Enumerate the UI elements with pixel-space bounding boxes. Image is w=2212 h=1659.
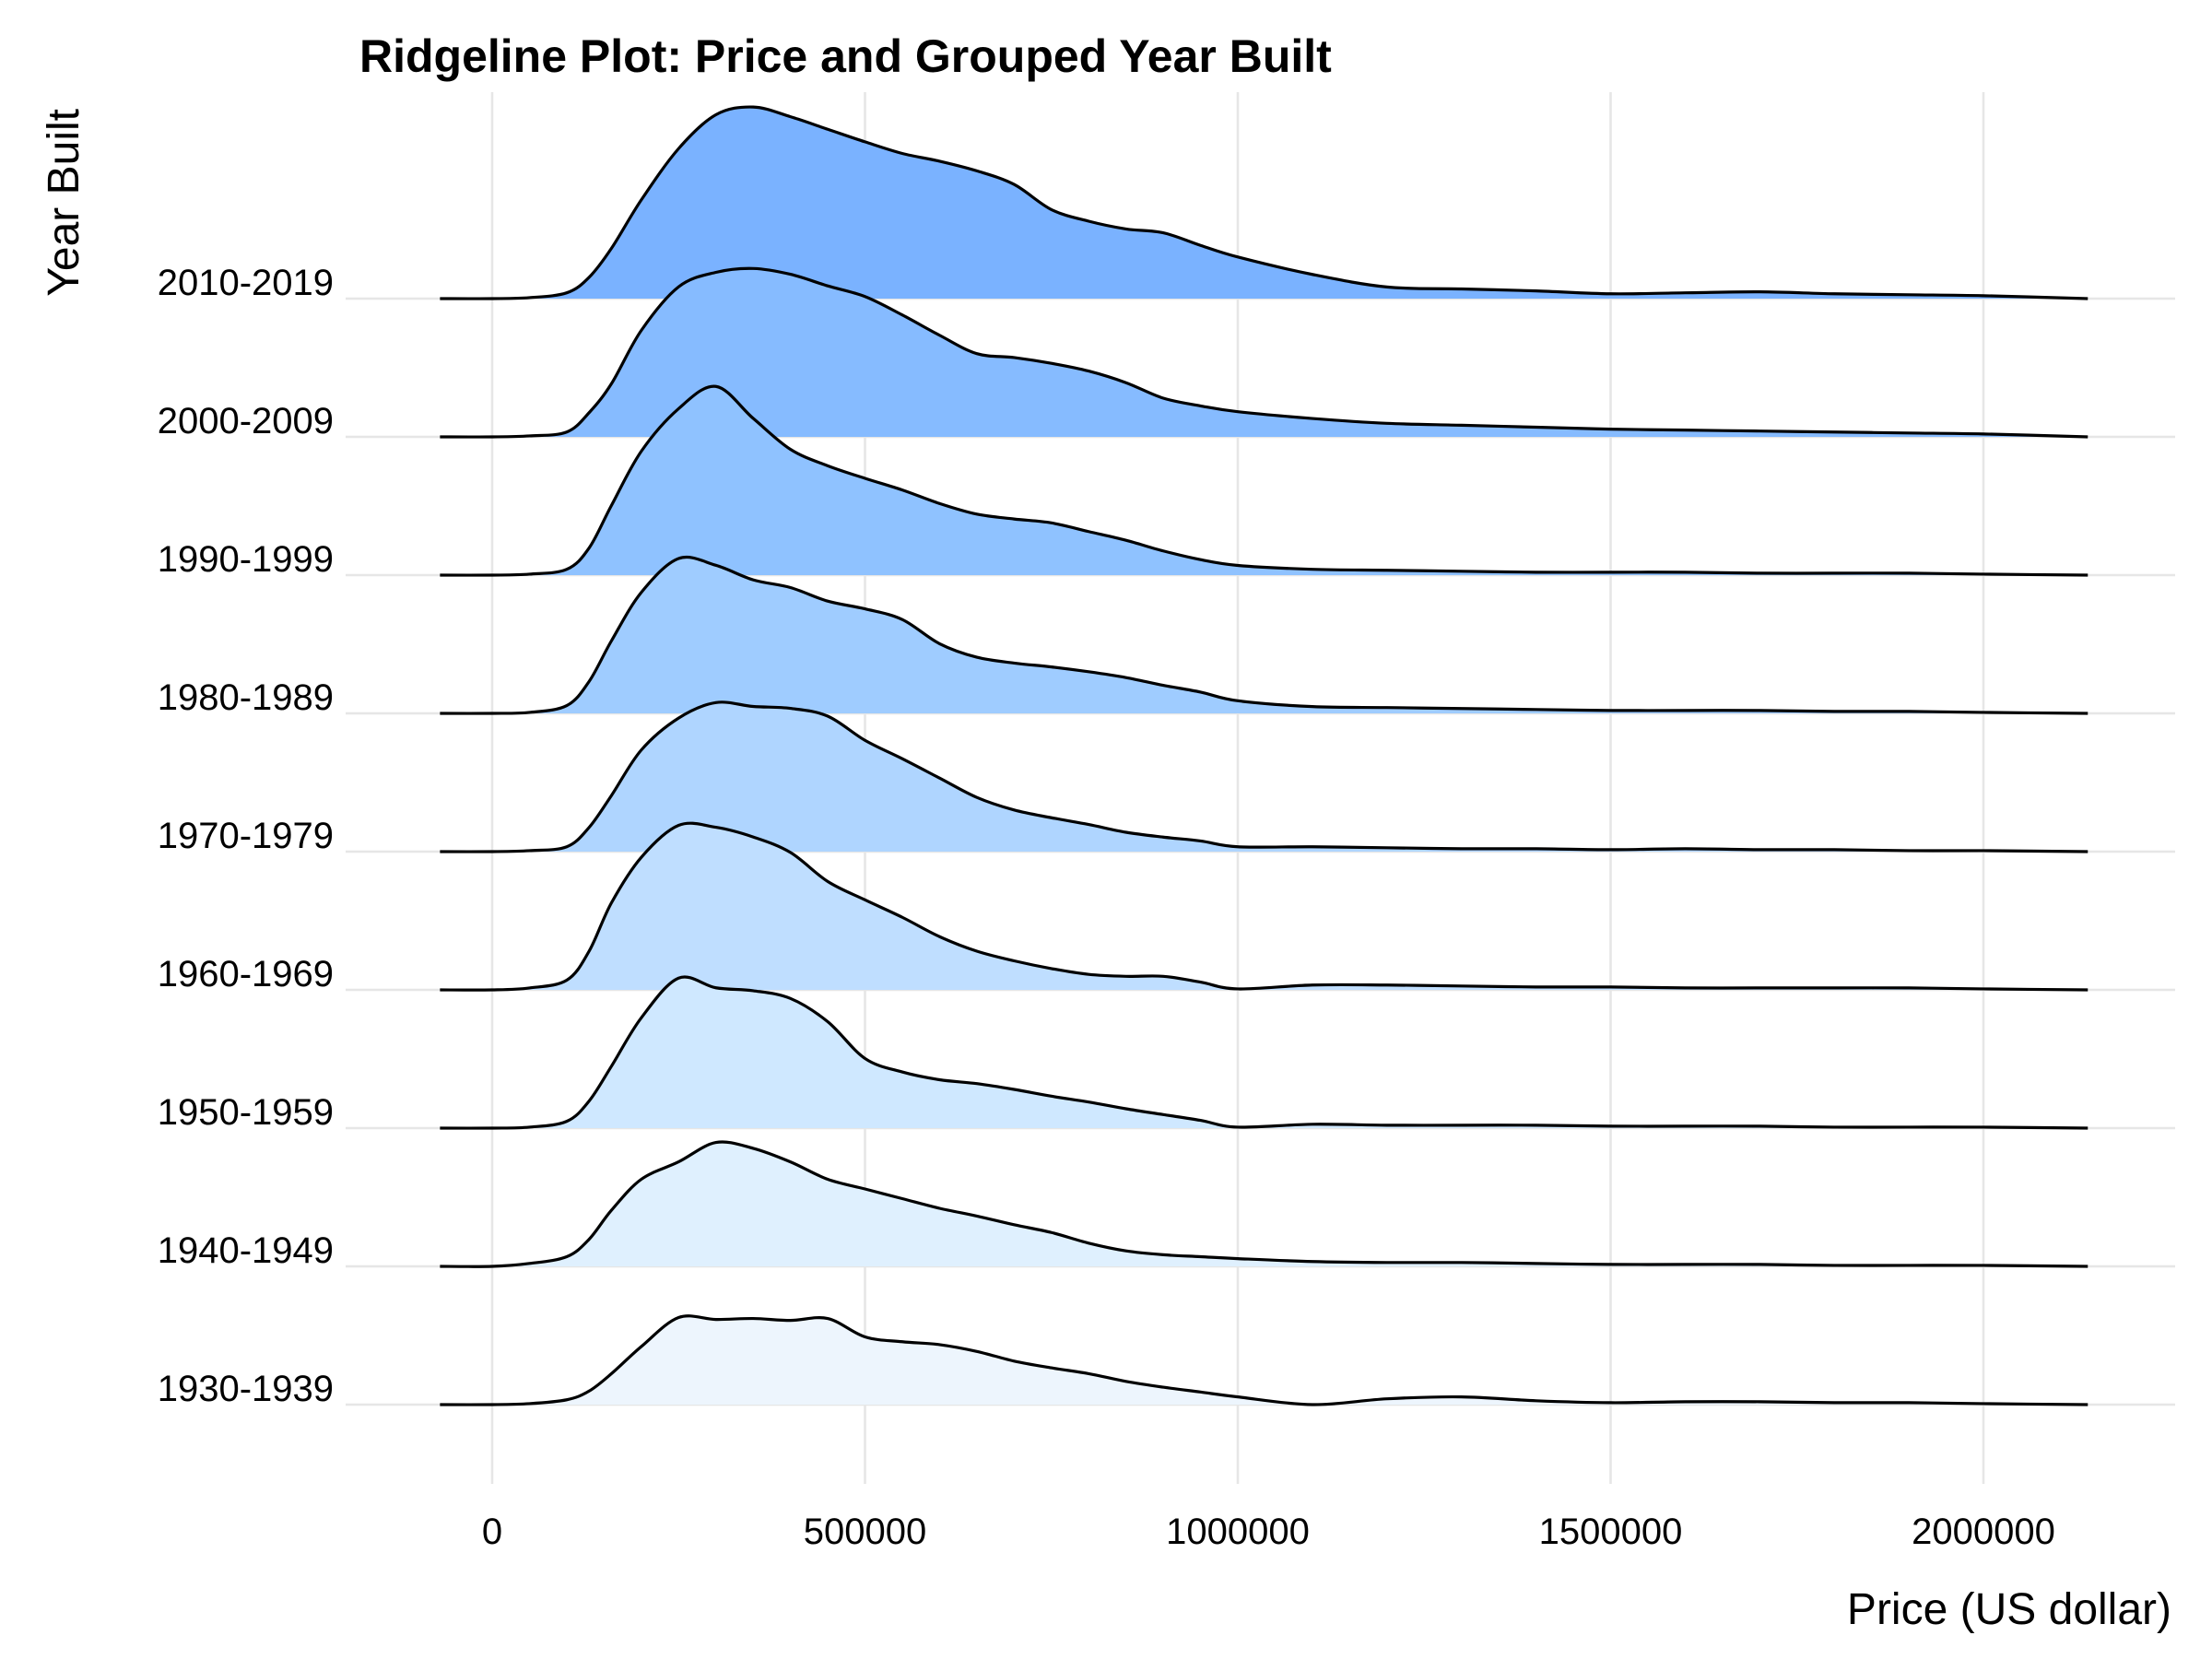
ridge-area-1930-1939 <box>440 1315 2088 1406</box>
ridge-line-1930-1939 <box>440 1314 2088 1406</box>
ridge-area-1940-1949 <box>440 1141 2088 1267</box>
ridge-area-2000-2009 <box>440 268 2088 438</box>
ridge-line-1960-1969 <box>440 821 2088 992</box>
ridge-1970-1979 <box>440 700 2088 853</box>
ridge-line-2000-2009 <box>440 266 2088 439</box>
x-tick-label: 1500000 <box>1539 1512 1683 1552</box>
x-tick-label: 1000000 <box>1166 1512 1310 1552</box>
ridge-area-1980-1989 <box>440 557 2088 714</box>
y-tick-label: 1960-1969 <box>158 954 334 994</box>
x-tick-label: 0 <box>482 1512 502 1552</box>
y-tick-label: 1930-1939 <box>158 1369 334 1409</box>
ridge-area-2010-2019 <box>440 107 2088 300</box>
y-tick-labels: 2010-2019 2000-2009 1990-1999 1980-1989 1970… <box>158 263 334 1409</box>
y-axis-title: Year Built <box>40 109 88 297</box>
y-tick-label: 1950-1959 <box>158 1092 334 1133</box>
y-tick-label: 1990-1999 <box>158 539 334 580</box>
x-tick-label: 2000000 <box>1912 1512 2055 1552</box>
ridge-1960-1969 <box>440 821 2088 992</box>
ridge-line-1970-1979 <box>440 700 2088 853</box>
ridges <box>440 105 2088 1406</box>
ridge-area-1950-1959 <box>440 976 2088 1129</box>
ridge-line-1950-1959 <box>440 975 2088 1130</box>
x-axis-title: Price (US dollar) <box>1847 1585 2171 1634</box>
ridge-line-1990-1999 <box>440 384 2088 577</box>
y-tick-label: 2010-2019 <box>158 263 334 303</box>
ridge-2000-2009 <box>440 266 2088 439</box>
x-tick-label: 500000 <box>804 1512 926 1552</box>
y-tick-label: 1940-1949 <box>158 1230 334 1271</box>
ridge-area-1970-1979 <box>440 701 2088 853</box>
ridge-area-1960-1969 <box>440 823 2088 991</box>
ridge-line-2010-2019 <box>440 105 2088 300</box>
x-tick-labels: 0 500000 1000000 1500000 2000000 <box>482 1512 2055 1552</box>
ridge-1990-1999 <box>440 384 2088 577</box>
ridge-area-1990-1999 <box>440 386 2088 576</box>
ridge-1930-1939 <box>440 1314 2088 1406</box>
ridge-line-1940-1949 <box>440 1140 2088 1268</box>
ridge-1940-1949 <box>440 1140 2088 1268</box>
y-tick-label: 2000-2009 <box>158 401 334 441</box>
ridge-line-1980-1989 <box>440 555 2088 715</box>
ridge-1950-1959 <box>440 975 2088 1130</box>
y-tick-label: 1980-1989 <box>158 677 334 718</box>
y-tick-label: 1970-1979 <box>158 816 334 856</box>
ridge-2010-2019 <box>440 105 2088 300</box>
chart-title: Ridgeline Plot: Price and Grouped Year B… <box>359 30 1332 82</box>
ridge-1980-1989 <box>440 555 2088 715</box>
